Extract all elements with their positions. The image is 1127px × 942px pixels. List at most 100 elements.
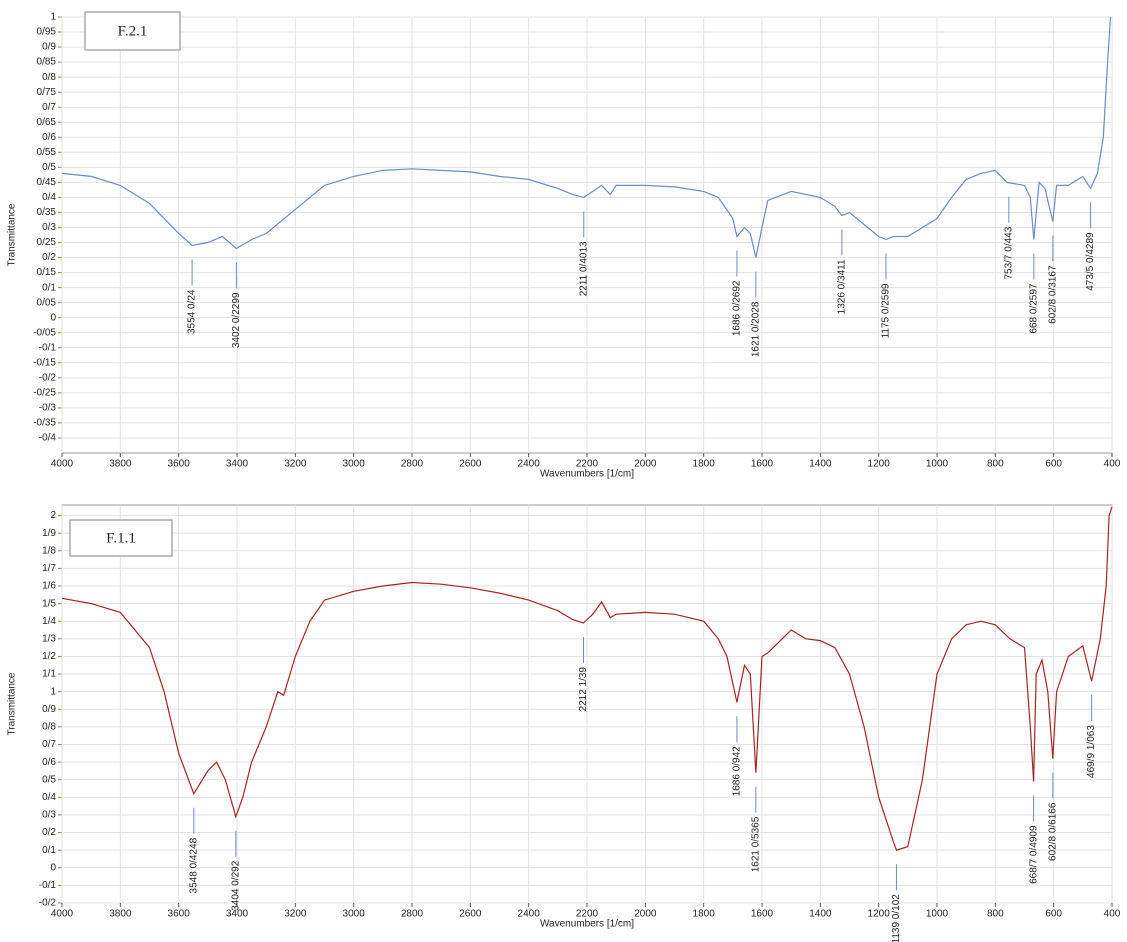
y-tick-label: 1 [50, 12, 56, 23]
chart-title: F.2.1 [118, 23, 148, 39]
x-tick-label: 2200 [576, 909, 599, 920]
y-tick-label: -0/05 [33, 327, 56, 338]
peak-label: 1326 0/3411 [837, 259, 848, 314]
x-tick-label: 1600 [751, 909, 774, 920]
y-tick-label: -0/3 [39, 403, 57, 414]
y-tick-label: 0/9 [42, 42, 56, 53]
x-tick-label: 1000 [926, 459, 949, 470]
y-tick-label: 0/5 [42, 162, 56, 173]
peak-label: 753/7 0/443 [1003, 226, 1014, 279]
x-tick-label: 2800 [401, 909, 424, 920]
y-tick-label: 1/2 [42, 651, 56, 662]
x-tick-label: 2600 [459, 459, 482, 470]
title-box [84, 11, 181, 51]
x-tick-label: 3400 [226, 459, 249, 470]
x-tick-label: 3200 [284, 909, 307, 920]
x-tick-label: 2800 [401, 459, 424, 470]
y-tick-label: 1/6 [42, 581, 56, 592]
x-tick-label: 1800 [693, 459, 716, 470]
y-tick-label: 1/5 [42, 598, 56, 609]
y-tick-label: 0/75 [37, 87, 57, 98]
spectrum-line [61, 506, 1113, 851]
y-tick-label: 0/05 [37, 297, 57, 308]
y-tick-label: 0/85 [37, 57, 57, 68]
x-tick-label: 2400 [518, 909, 541, 920]
peak-label: 473/5 0/4289 [1085, 232, 1096, 291]
peak-label: 668 0/2597 [1028, 283, 1039, 333]
y-axis-label: Transmittance [7, 672, 18, 735]
y-tick-label: 1/1 [42, 669, 56, 680]
x-tick-label: 1600 [751, 459, 774, 470]
y-tick-label: 0/5 [42, 774, 56, 785]
peak-label: 602/8 0/6166 [1047, 802, 1058, 861]
y-tick-label: 0/7 [42, 739, 56, 750]
peak-label: 1621 0/2028 [751, 301, 762, 357]
x-tick-label: 3800 [109, 459, 132, 470]
x-tick-label: 2600 [459, 909, 482, 920]
y-tick-label: 1/8 [42, 545, 56, 556]
y-tick-label: 0/8 [42, 722, 56, 733]
y-tick-label: 0 [50, 862, 56, 873]
x-tick-label: 3000 [343, 459, 366, 470]
y-tick-label: 1/7 [42, 563, 56, 574]
y-tick-label: 0/1 [42, 845, 56, 856]
x-tick-label: 1400 [809, 909, 832, 920]
y-tick-label: 0/6 [42, 757, 56, 768]
x-tick-label: 1200 [868, 459, 891, 470]
x-tick-label: 2000 [634, 909, 657, 920]
peak-label: 1175 0/2599 [881, 283, 892, 338]
x-tick-label: 3600 [168, 459, 191, 470]
peak-label: 3402 0/2299 [231, 292, 242, 348]
x-tick-label: 3000 [343, 909, 366, 920]
x-tick-label: 400 [1104, 459, 1121, 470]
y-tick-label: 0/55 [37, 147, 57, 158]
y-axis-label: Transmittance [7, 203, 18, 266]
x-axis-label: Wavenumbers [1/cm] [540, 919, 634, 930]
y-tick-label: 0/4 [42, 792, 56, 803]
y-tick-label: 0/35 [37, 207, 57, 218]
peak-label: 1621 0/5365 [751, 816, 762, 872]
y-tick-label: 0/15 [37, 267, 57, 278]
y-tick-label: 0/6 [42, 132, 56, 143]
peak-label: 3404 0/292 [230, 860, 241, 910]
y-tick-label: -0/2 [39, 372, 57, 383]
y-tick-label: 0/3 [42, 810, 56, 821]
peak-label: 668/7 0/4909 [1028, 825, 1039, 884]
x-tick-label: 2000 [634, 459, 657, 470]
x-tick-label: 4000 [51, 909, 74, 920]
y-tick-label: 1/9 [42, 528, 56, 539]
y-tick-label: -0/4 [39, 433, 57, 444]
x-tick-label: 2400 [518, 459, 541, 470]
y-tick-label: 0/4 [42, 192, 56, 203]
y-tick-label: 0/7 [42, 102, 56, 113]
peak-label: 3548 0/4248 [188, 837, 199, 893]
x-axis-label: Wavenumbers [1/cm] [540, 469, 634, 480]
y-tick-label: 0/95 [37, 27, 57, 38]
spectrum-line [61, 16, 1112, 258]
y-tick-label: 0/2 [42, 827, 56, 838]
y-tick-label: 1/3 [42, 633, 56, 644]
peak-label: 469/9 1/063 [1086, 725, 1097, 778]
y-tick-label: 0 [50, 312, 56, 323]
peak-label: 1686 0/2692 [732, 280, 743, 336]
y-tick-label: -0/1 [39, 342, 57, 353]
x-tick-label: 400 [1104, 909, 1121, 920]
peak-label: 1139 0/102 [891, 894, 902, 942]
y-tick-label: 0/9 [42, 704, 56, 715]
x-tick-label: 1000 [926, 909, 949, 920]
y-tick-label: -0/25 [33, 388, 56, 399]
peak-label: 1686 0/942 [732, 746, 743, 796]
y-tick-label: 2 [50, 510, 56, 521]
y-tick-label: 0/65 [37, 117, 57, 128]
y-tick-label: -0/35 [33, 418, 56, 429]
x-tick-label: 3800 [109, 909, 132, 920]
x-tick-label: 800 [987, 909, 1004, 920]
x-tick-label: 1200 [868, 909, 891, 920]
x-tick-label: 800 [987, 459, 1004, 470]
peak-label: 2212 1/39 [578, 667, 589, 712]
y-tick-label: 1/4 [42, 616, 56, 627]
x-tick-label: 1400 [809, 459, 832, 470]
y-tick-label: 0/8 [42, 72, 56, 83]
chart-title: F.1.1 [106, 530, 136, 546]
